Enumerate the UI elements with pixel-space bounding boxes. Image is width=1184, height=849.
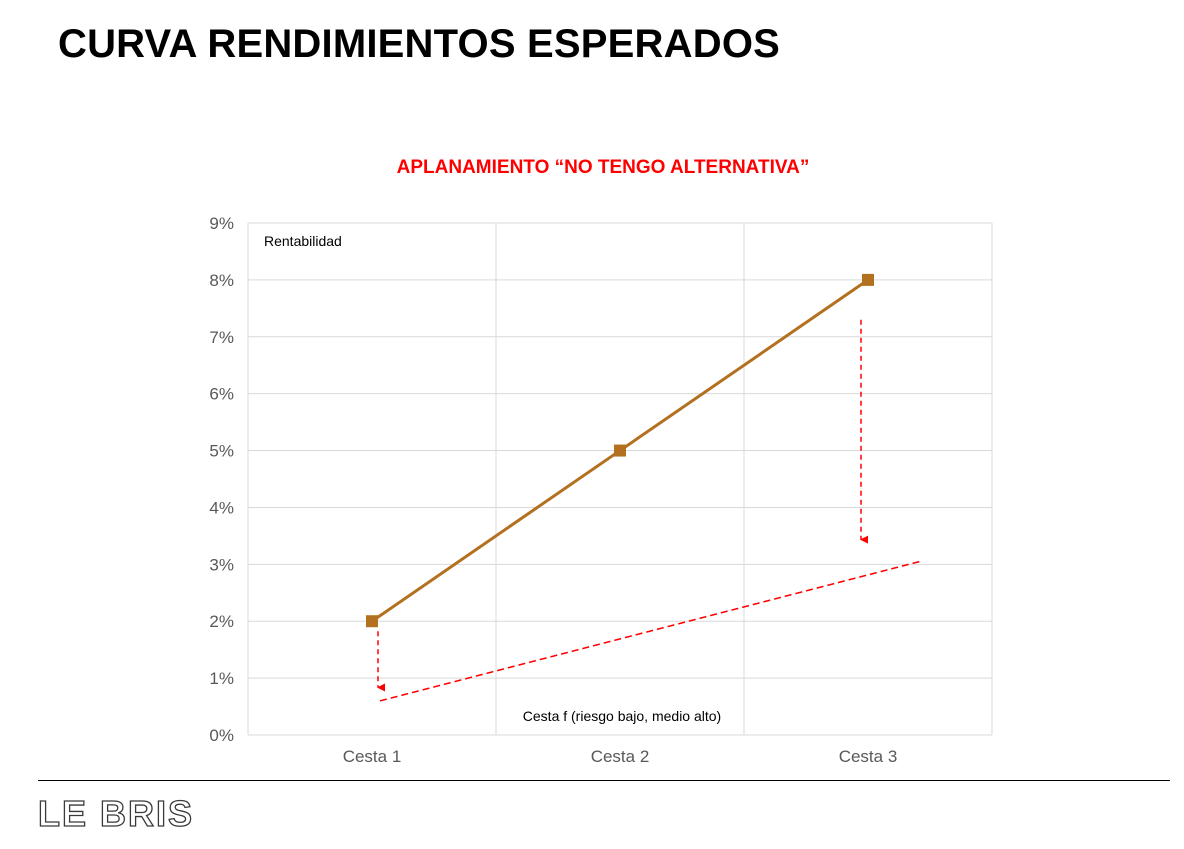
series-line-flattened	[379, 560, 921, 702]
y-tick-label: 7%	[209, 328, 234, 347]
annotation-label: Cesta f (riesgo bajo, medio alto)	[523, 708, 721, 724]
y-axis-label: Rentabilidad	[264, 233, 342, 249]
chart-series	[366, 273, 921, 702]
line-chart: APLANAMIENTO “NO TENGO ALTERNATIVA” 0% 1%…	[209, 157, 993, 766]
y-tick-label: 9%	[209, 214, 234, 233]
page-title: CURVA RENDIMIENTOS ESPERADOS	[58, 22, 781, 66]
footer-divider	[38, 780, 1170, 781]
x-tick-label: Cesta 2	[591, 747, 650, 766]
chart-annotations: Cesta f (riesgo bajo, medio alto)	[377, 319, 868, 724]
y-tick-label: 0%	[209, 726, 234, 745]
series-point-marker	[614, 444, 626, 457]
y-tick-label: 5%	[209, 442, 234, 461]
y-tick-label: 2%	[209, 612, 234, 631]
x-tick-label: Cesta 1	[343, 747, 402, 766]
series-point-marker	[862, 273, 874, 286]
brand-logo: LE BRIS	[37, 792, 195, 834]
series-point-marker	[366, 615, 378, 628]
y-axis-ticks: 0% 1% 2% 3% 4% 5% 6% 7% 8% 9%	[209, 214, 234, 745]
chart-gridlines	[247, 222, 993, 736]
y-tick-label: 4%	[209, 498, 234, 517]
y-tick-label: 6%	[209, 385, 234, 404]
y-tick-label: 3%	[209, 555, 234, 574]
x-axis-ticks: Cesta 1 Cesta 2 Cesta 3	[343, 747, 898, 766]
y-tick-label: 1%	[209, 669, 234, 688]
chart-title: APLANAMIENTO “NO TENGO ALTERNATIVA”	[397, 157, 810, 178]
y-tick-label: 8%	[209, 271, 234, 290]
x-tick-label: Cesta 3	[839, 747, 898, 766]
